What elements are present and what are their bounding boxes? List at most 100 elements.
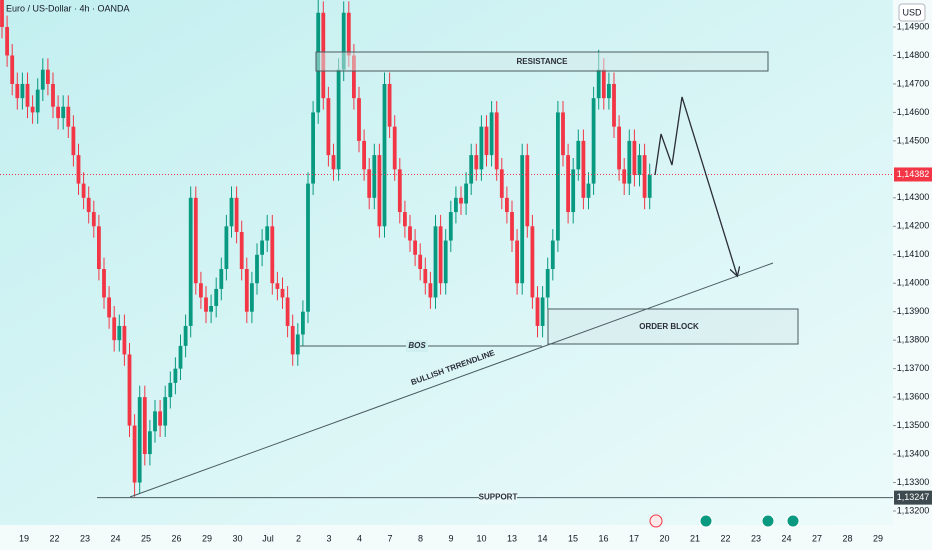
candle-body	[25, 83, 30, 107]
candle-body	[163, 397, 168, 426]
candle-body	[56, 106, 60, 119]
event-icon[interactable]	[761, 514, 775, 528]
candle-body	[464, 183, 468, 204]
y-tick-label: 1,14300	[897, 192, 930, 202]
candle-body	[117, 325, 122, 341]
x-tick-label: 16	[598, 533, 608, 543]
candle-body	[352, 55, 356, 99]
chart-title: Euro / US-Dollar · 4h · OANDA	[6, 3, 130, 13]
support-price-tag	[894, 490, 932, 505]
candle-body	[576, 140, 581, 170]
candle-body	[367, 169, 372, 198]
support-price-label: 1,13247	[897, 492, 930, 502]
y-tick-label: 1,13500	[897, 420, 930, 430]
x-tick-label: 29	[202, 533, 212, 543]
candle-body	[122, 325, 127, 355]
candle-body	[535, 297, 540, 326]
candle-body	[372, 155, 377, 198]
candle-body	[438, 226, 443, 284]
candle-body	[505, 197, 509, 213]
candle-body	[71, 126, 76, 156]
candle-body	[127, 354, 132, 426]
candle-body	[188, 197, 193, 326]
y-tick-label: 1,13700	[897, 363, 930, 373]
x-tick-label: 4	[357, 533, 362, 543]
y-tick-label: 1,13200	[897, 505, 930, 515]
candle-body	[428, 283, 433, 298]
event-icon[interactable]	[699, 514, 713, 528]
candle-body	[178, 345, 183, 369]
candle-body	[239, 231, 244, 269]
x-tick-label: 15	[568, 533, 578, 543]
currency-button[interactable]	[898, 3, 926, 22]
candle-body	[489, 112, 494, 156]
candle-body	[97, 226, 101, 269]
x-tick-label: 7	[387, 533, 392, 543]
candle-body	[234, 197, 239, 232]
candle-body	[601, 69, 606, 99]
candle-body	[275, 283, 280, 289]
event-icon[interactable]	[649, 514, 663, 528]
y-tick-label: 1,14600	[897, 107, 930, 117]
candle-body	[545, 269, 550, 298]
event-icon[interactable]	[786, 514, 800, 528]
candle-body	[448, 212, 453, 241]
candle-body	[550, 240, 555, 269]
candle-body	[377, 155, 382, 227]
resistance-label: RESISTANCE	[517, 57, 569, 66]
order-block-box	[547, 308, 799, 345]
candle-body	[61, 106, 66, 119]
y-tick-label: 1,13900	[897, 306, 930, 316]
candle-body	[30, 106, 35, 113]
candle-body	[5, 27, 9, 56]
y-tick-label: 1,14500	[897, 135, 930, 145]
candle-body	[209, 306, 213, 312]
candle-body	[341, 12, 346, 70]
support-label: SUPPORT	[479, 493, 518, 502]
candle-body	[290, 325, 295, 355]
x-tick-label: 25	[141, 533, 151, 543]
x-tick-label: 24	[781, 533, 791, 543]
x-tick-label: 22	[720, 533, 730, 543]
candle-body	[81, 183, 86, 198]
candle-body	[148, 431, 152, 455]
candle-body	[0, 0, 4, 28]
x-tick-label: 3	[326, 533, 331, 543]
y-tick-label: 1,13400	[897, 448, 930, 458]
candle-body	[250, 283, 254, 312]
x-tick-label: 14	[537, 533, 547, 543]
bos-label-bg	[406, 340, 428, 352]
candle-body	[40, 69, 45, 90]
price-axis	[893, 0, 932, 550]
candle-body	[66, 106, 71, 127]
x-tick-label: 20	[659, 533, 669, 543]
time-axis	[0, 525, 893, 550]
candle-body	[397, 169, 402, 213]
x-tick-label: 26	[171, 533, 181, 543]
candle-body	[301, 311, 305, 335]
x-tick-label: 24	[110, 533, 120, 543]
candle-body	[499, 169, 504, 198]
x-tick-label: 28	[842, 533, 852, 543]
support-label-bg	[479, 491, 517, 504]
x-tick-label: 30	[232, 533, 242, 543]
candle-body	[515, 240, 519, 284]
candle-body	[647, 175, 652, 198]
candle-body	[15, 83, 20, 99]
candle-body	[403, 212, 407, 227]
candle-body	[112, 317, 117, 341]
y-tick-label: 1,14000	[897, 278, 930, 288]
candle-body	[183, 325, 188, 346]
current-price-tag	[894, 167, 932, 182]
candle-body	[270, 226, 275, 284]
candle-body	[142, 397, 147, 455]
candle-body	[102, 269, 106, 298]
current-price-label: 1,14382	[897, 169, 930, 179]
candle-body	[581, 140, 586, 198]
candle-body	[219, 269, 224, 289]
candle-body	[540, 297, 545, 326]
candle-body	[479, 126, 484, 170]
y-tick-label: 1,13600	[897, 391, 930, 401]
y-tick-label: 1,14900	[897, 21, 930, 31]
